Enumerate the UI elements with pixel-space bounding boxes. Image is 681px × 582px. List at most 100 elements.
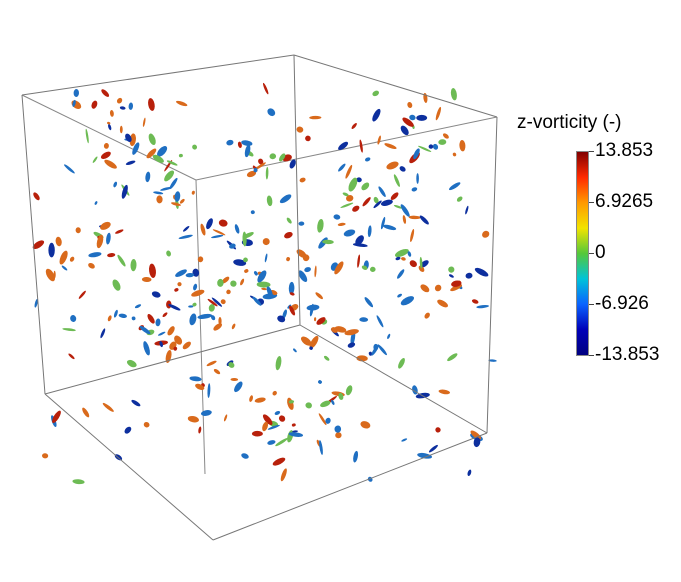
vortex-blob — [387, 333, 391, 340]
vortex-blob — [442, 133, 449, 139]
vortex-blob — [380, 199, 393, 206]
vortex-blob — [288, 400, 295, 404]
vortex-blob — [371, 344, 379, 356]
vortex-blob — [64, 164, 75, 174]
vortex-blob — [432, 143, 439, 150]
vortex-blob — [459, 140, 466, 152]
vortex-blob — [348, 177, 358, 192]
vortex-blob — [182, 341, 191, 350]
vortex-blob — [465, 205, 469, 215]
vortex-blob — [277, 315, 286, 323]
vortex-blob — [359, 139, 363, 153]
vortex-blob — [254, 271, 258, 276]
colorbar-tick-label: 0 — [595, 242, 606, 263]
vortex-blob — [407, 101, 413, 109]
vortex-blob — [316, 317, 326, 325]
vortex-blob — [272, 457, 286, 466]
vortex-blob — [272, 390, 277, 396]
vortex-blob — [319, 440, 323, 455]
colorbar-tick-mark — [589, 151, 594, 152]
vortex-blob — [59, 250, 68, 265]
vortex-blob — [353, 450, 359, 463]
vortex-blob — [438, 139, 447, 145]
vortex-blob — [192, 302, 197, 307]
vortex-blob — [284, 231, 293, 239]
vortex-blob — [230, 377, 239, 382]
vortex-blob — [142, 117, 146, 127]
vortex-blob — [282, 309, 287, 319]
colorbar-tick-label: 6.9265 — [595, 191, 654, 212]
colorbar-tick-label: -13.853 — [595, 344, 660, 365]
vortex-blob — [267, 108, 276, 117]
vortex-blob — [357, 254, 361, 268]
colorbar-tick-mark — [589, 304, 594, 305]
vortex-blob — [309, 303, 314, 317]
vortex-blob — [155, 318, 161, 327]
colorbar-tick-label: 13.853 — [595, 140, 654, 161]
vortex-blob — [298, 270, 308, 282]
vortex-blob — [289, 292, 295, 296]
vortex-blob — [115, 229, 124, 234]
vortex-blob — [380, 216, 386, 230]
vortex-blob — [313, 317, 317, 322]
vortex-blob — [102, 402, 114, 412]
vortex-blob — [88, 262, 95, 269]
vortex-blob — [395, 256, 401, 261]
vortex-blob — [288, 281, 295, 295]
vortex-blob — [187, 415, 200, 423]
vortex-blob — [343, 229, 356, 237]
vortex-blob — [482, 230, 490, 238]
vortex-blob — [408, 215, 421, 220]
vortex-blob — [69, 256, 75, 262]
vortex-blob — [256, 281, 271, 288]
vortex-blob — [220, 299, 226, 305]
vortex-blob — [289, 305, 296, 316]
vortex-blob — [437, 299, 448, 308]
vortex-blob — [287, 397, 294, 410]
vortex-blob — [400, 204, 410, 217]
vortex-blob — [410, 228, 415, 243]
colorbar-tick-mark — [589, 202, 594, 203]
vortex-blob — [364, 297, 374, 308]
vortex-blob — [96, 234, 104, 249]
vortex-blob — [125, 160, 136, 165]
vortex-blob — [129, 133, 136, 147]
vortex-blob — [322, 239, 334, 245]
vortex-blob — [267, 424, 280, 430]
vortex-blob — [226, 289, 231, 295]
vortex-blob — [109, 110, 114, 117]
vortex-blob — [331, 399, 335, 405]
vortex-blob — [376, 315, 384, 328]
vortex-blob — [378, 344, 387, 356]
vortex-blob — [200, 410, 212, 416]
vortex-blob — [130, 259, 137, 272]
vortex-blob — [131, 399, 141, 407]
vortex-blob — [264, 253, 268, 263]
vortex-blob — [217, 278, 224, 287]
vortex-blob — [143, 341, 150, 356]
vortex-blob — [452, 152, 457, 157]
vortex-blob — [337, 222, 346, 226]
vortex-blob — [372, 90, 380, 97]
vortex-blob — [116, 97, 123, 104]
vortex-blob — [153, 191, 164, 195]
vortex-blob — [197, 256, 204, 263]
vortex-blob — [413, 148, 420, 160]
vortex-blob — [356, 355, 368, 362]
vortex-blob — [234, 381, 243, 393]
vortex-blob — [210, 315, 216, 321]
vortex-blob — [113, 309, 118, 318]
vortex-blob — [470, 430, 482, 440]
vortex-blob — [171, 202, 181, 206]
vortex-blob — [107, 315, 112, 322]
vortex-blob — [107, 121, 111, 125]
vortex-blob — [411, 187, 418, 192]
vortex-blob — [488, 359, 497, 362]
vortex-blob — [274, 410, 281, 416]
vortex-blob — [419, 215, 429, 225]
vortex-blob — [148, 133, 156, 146]
vortex-blob — [191, 190, 195, 195]
vortex-blob — [119, 106, 126, 110]
vortex-blob — [340, 202, 354, 208]
